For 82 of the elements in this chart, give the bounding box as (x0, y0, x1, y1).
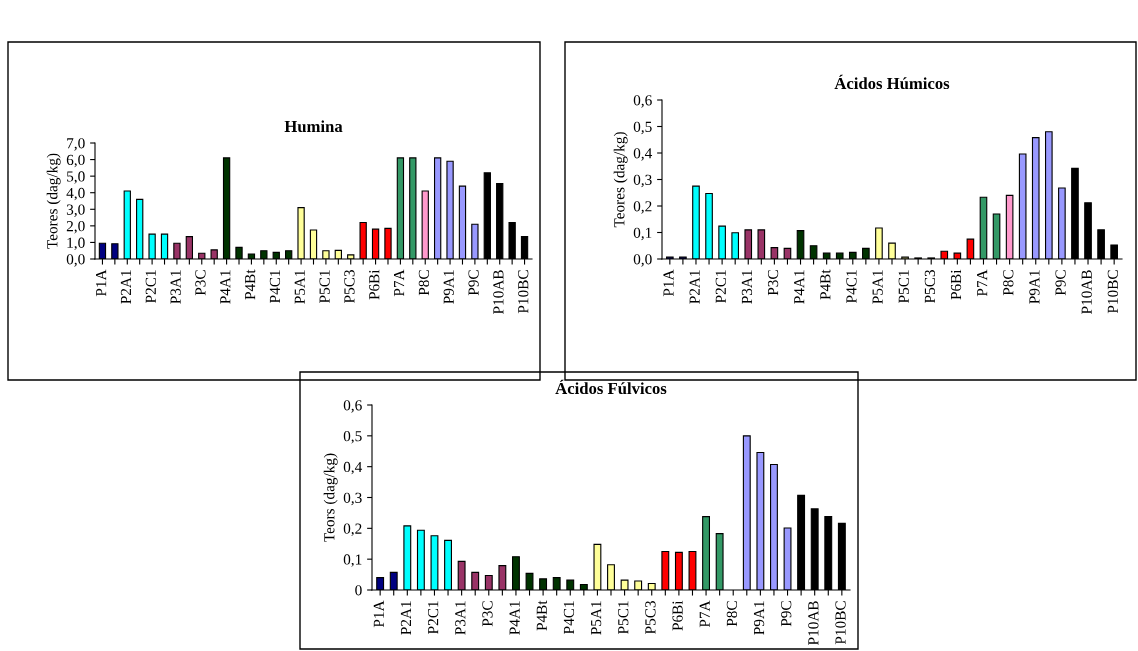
x-tick-label: P10AB (1081, 270, 1092, 314)
y-tick-label: 0,0 (66, 254, 85, 267)
y-tick-label: 1,0 (67, 237, 85, 251)
x-tick-label: P9C (1055, 270, 1066, 296)
x-tick-label: P1A (96, 269, 107, 297)
y-tick-label: 0 (355, 585, 362, 596)
y-tick-label: 5,0 (67, 171, 85, 184)
x-tick-label: P6Bi (950, 269, 962, 300)
y-tick-label: 0,3 (633, 174, 652, 188)
x-tick-label: P5C3 (344, 270, 355, 303)
x-tick-label: P9A1 (1029, 270, 1040, 304)
chart-title: Ácidos Fúlvicos (555, 379, 667, 395)
y-axis-title: Teores (dag/kg) (613, 132, 628, 228)
x-tick-label: P5C1 (898, 270, 909, 303)
y-tick-label: 0,2 (343, 523, 362, 536)
x-tick-label: P5A1 (872, 270, 883, 304)
x-tick-label: P5A1 (591, 601, 602, 635)
y-tick-label: 0,2 (633, 201, 652, 214)
x-tick-label: P10BC (1107, 270, 1118, 314)
y-tick-label: 0,5 (343, 430, 362, 444)
x-tick-label: P5C1 (319, 270, 330, 303)
x-tick-label: P8C (726, 601, 738, 627)
y-tick-label: 2,0 (66, 221, 85, 234)
x-tick-label: P3A1 (455, 601, 466, 635)
x-tick-label: P2A1 (689, 270, 700, 304)
y-tick-label: 0,4 (343, 461, 363, 475)
x-tick-label: P9A1 (443, 270, 454, 304)
chart-title: Ácidos Húmicos (834, 74, 950, 90)
x-tick-label: P7A (977, 269, 988, 297)
x-tick-label: P6Bi (672, 600, 683, 631)
x-tick-label: P3A1 (741, 270, 753, 304)
x-tick-label: P4Bt (536, 600, 547, 631)
x-tick-label: P1A (373, 600, 384, 628)
y-tick-label: 6,0 (66, 154, 85, 168)
x-tick-label: P4A1 (220, 270, 231, 304)
y-tick-label: 0,3 (343, 492, 362, 506)
x-tick-label: P4Bt (820, 269, 831, 300)
x-tick-label: P2C1 (715, 270, 726, 303)
chart-title: Humina (284, 120, 343, 133)
x-tick-label: P3A1 (170, 270, 181, 304)
x-tick-label: P10BC (835, 601, 846, 645)
y-tick-label: 0,1 (633, 227, 652, 241)
x-tick-label: P4C1 (846, 270, 857, 303)
y-tick-label: 0,1 (343, 554, 362, 567)
x-tick-label: P2C1 (145, 270, 156, 303)
x-tick-label: P4C1 (269, 270, 281, 303)
x-tick-label: P4A1 (794, 270, 805, 304)
x-tick-label: P3C (767, 270, 779, 296)
x-tick-label: P8C (1003, 270, 1014, 296)
x-tick-label: P9C (781, 601, 792, 627)
x-tick-label: P1A (663, 269, 674, 297)
x-tick-label: P5C1 (618, 601, 629, 634)
y-tick-label: 3,0 (66, 204, 85, 217)
x-tick-label: P7A (393, 269, 405, 297)
x-tick-label: P5C3 (645, 601, 656, 634)
y-tick-label: 0,6 (633, 95, 652, 108)
y-tick-label: 0,5 (633, 121, 652, 135)
x-tick-label: P6Bi (369, 269, 380, 300)
x-tick-label: P4A1 (509, 601, 520, 635)
y-tick-label: 4,0 (66, 187, 85, 201)
x-tick-label: P3C (195, 270, 206, 296)
x-tick-label: P2A1 (400, 601, 411, 635)
y-tick-label: 0,6 (343, 400, 362, 413)
x-tick-label: P8C (418, 270, 430, 296)
x-tick-label: P10BC (518, 270, 529, 314)
x-tick-label: P7A (699, 600, 710, 628)
x-tick-label: P2C1 (428, 601, 439, 634)
x-tick-label: P9C (468, 270, 479, 296)
x-tick-label: P10AB (808, 601, 819, 645)
x-tick-label: P2A1 (120, 270, 131, 304)
x-tick-label: P5C3 (924, 270, 936, 303)
y-axis-title: Teores (dag/kg) (46, 153, 61, 249)
x-tick-label: P4Bt (245, 269, 256, 300)
x-tick-label: P5A1 (294, 270, 305, 304)
x-tick-label: P4C1 (563, 601, 575, 634)
y-tick-label: 0,4 (633, 148, 653, 161)
y-tick-label: 0,0 (633, 254, 652, 267)
x-tick-label: P9A1 (753, 601, 765, 635)
y-axis-title: Teors (dag/kg) (323, 453, 338, 542)
y-tick-label: 7,0 (67, 138, 85, 151)
x-tick-label: P10AB (493, 270, 504, 314)
x-tick-label: P3C (482, 601, 493, 627)
